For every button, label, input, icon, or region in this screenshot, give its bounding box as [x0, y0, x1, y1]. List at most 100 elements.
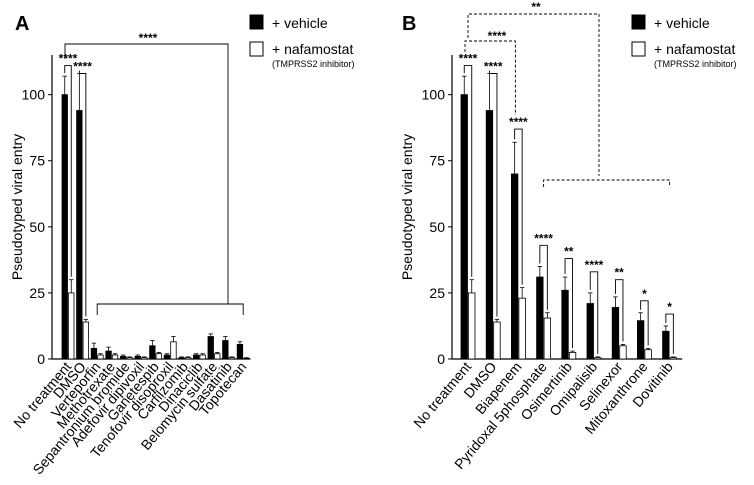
significance-stars: *	[642, 287, 647, 301]
significance-bracket	[640, 300, 649, 346]
legend-swatch-vehicle	[249, 14, 264, 30]
comparison-bracket-dashed	[467, 13, 600, 176]
bar-nafamostat	[493, 321, 501, 360]
bar-vehicle	[662, 330, 670, 360]
panel-label: A	[15, 13, 29, 35]
legend-label-nafamostat: + nafamostat	[654, 41, 735, 57]
bar-nafamostat	[543, 317, 551, 360]
y-tick-label: 75	[29, 153, 45, 169]
bar-vehicle	[222, 340, 229, 360]
bar-nafamostat	[468, 292, 476, 360]
significance-bracket	[589, 271, 599, 354]
bar-nafamostat	[68, 292, 75, 360]
bar-nafamostat	[568, 351, 577, 360]
bar-vehicle	[510, 173, 519, 360]
significance-stars: ****	[73, 60, 92, 74]
bar-nafamostat	[594, 357, 602, 360]
significance-bracket	[463, 65, 473, 277]
significance-stars: *	[667, 300, 672, 314]
bar-vehicle	[178, 357, 185, 360]
bar-nafamostat	[170, 341, 177, 360]
y-tick-label: 50	[29, 219, 45, 235]
bar-nafamostat	[184, 357, 192, 360]
significance-stars: ****	[59, 52, 78, 66]
bar-vehicle	[611, 307, 620, 360]
bar-vehicle	[236, 344, 244, 360]
bar-vehicle	[134, 355, 141, 360]
significance-stars: ****	[585, 258, 604, 272]
legend-label-nafamostat: + nafamostat	[272, 41, 353, 57]
bar-vehicle	[207, 336, 214, 360]
bar-vehicle	[192, 354, 200, 360]
y-tick-label: 25	[429, 285, 445, 301]
comparison-bracket-span	[96, 303, 244, 315]
bar-nafamostat	[155, 353, 163, 360]
legend-subnote: (TMPRSS2 inhibitor)	[654, 59, 737, 69]
bar-vehicle	[61, 94, 68, 360]
comparison-bracket	[64, 43, 229, 304]
significance-stars: **	[564, 245, 574, 259]
comparison-bracket-dashed-span	[543, 179, 671, 187]
bar-vehicle	[105, 350, 112, 360]
y-tick-label: 75	[429, 153, 445, 169]
legend-label-vehicle: + vehicle	[654, 15, 710, 31]
significance-stars: ****	[509, 115, 528, 129]
significance-bracket	[78, 70, 87, 317]
significance-bracket	[514, 128, 523, 285]
legend-label-vehicle: + vehicle	[272, 15, 328, 31]
significance-bracket	[64, 65, 72, 277]
bar-vehicle	[163, 354, 171, 360]
legend-subnote: (TMPRSS2 inhibitor)	[272, 59, 355, 69]
y-tick-label: 100	[422, 87, 446, 103]
bar-vehicle	[586, 303, 594, 360]
y-tick-label: 0	[437, 351, 445, 367]
significance-stars: ****	[484, 60, 503, 74]
y-tick-label: 0	[37, 351, 45, 367]
y-axis-label: Pseudotyped viral entry	[9, 134, 25, 280]
comparison-bracket-dashed	[464, 40, 516, 115]
bar-nafamostat	[214, 353, 221, 360]
bar-nafamostat	[141, 357, 148, 360]
legend-swatch-vehicle	[631, 14, 646, 30]
bar-vehicle	[561, 289, 569, 360]
bar-nafamostat	[111, 354, 119, 360]
significance-stars: ****	[488, 29, 507, 43]
y-axis-label: Pseudotyped viral entry	[399, 134, 415, 280]
bar-nafamostat	[669, 357, 677, 360]
bar-vehicle	[536, 276, 544, 360]
significance-bracket	[615, 279, 624, 342]
bar-vehicle	[149, 345, 156, 360]
panel-label: B	[402, 13, 416, 35]
significance-stars: ****	[459, 52, 478, 66]
significance-bracket	[489, 70, 498, 317]
significance-stars: ****	[534, 231, 553, 245]
bar-nafamostat	[97, 354, 104, 360]
legend-swatch-nafamostat	[249, 41, 264, 57]
significance-bracket	[665, 313, 674, 354]
bar-vehicle	[120, 355, 127, 360]
bar-vehicle	[637, 320, 645, 360]
bar-nafamostat	[228, 357, 236, 360]
significance-bracket	[539, 244, 548, 310]
bar-nafamostat	[126, 357, 133, 360]
significance-stars: **	[615, 266, 625, 280]
bar-vehicle	[485, 110, 494, 360]
legend-swatch-nafamostat	[631, 41, 646, 57]
significance-stars: ****	[139, 31, 158, 45]
y-tick-label: 25	[29, 285, 45, 301]
bar-vehicle	[460, 94, 468, 360]
significance-stars: **	[531, 0, 541, 14]
bar-vehicle	[76, 110, 83, 360]
bar-vehicle	[90, 348, 98, 360]
y-tick-label: 100	[22, 87, 46, 103]
y-tick-label: 50	[429, 219, 445, 235]
bar-nafamostat	[199, 354, 206, 360]
bar-nafamostat	[82, 321, 89, 360]
significance-bracket	[564, 258, 573, 349]
bar-nafamostat	[243, 357, 250, 360]
bar-nafamostat	[619, 345, 627, 360]
bar-nafamostat	[644, 349, 652, 360]
bar-nafamostat	[518, 297, 526, 360]
